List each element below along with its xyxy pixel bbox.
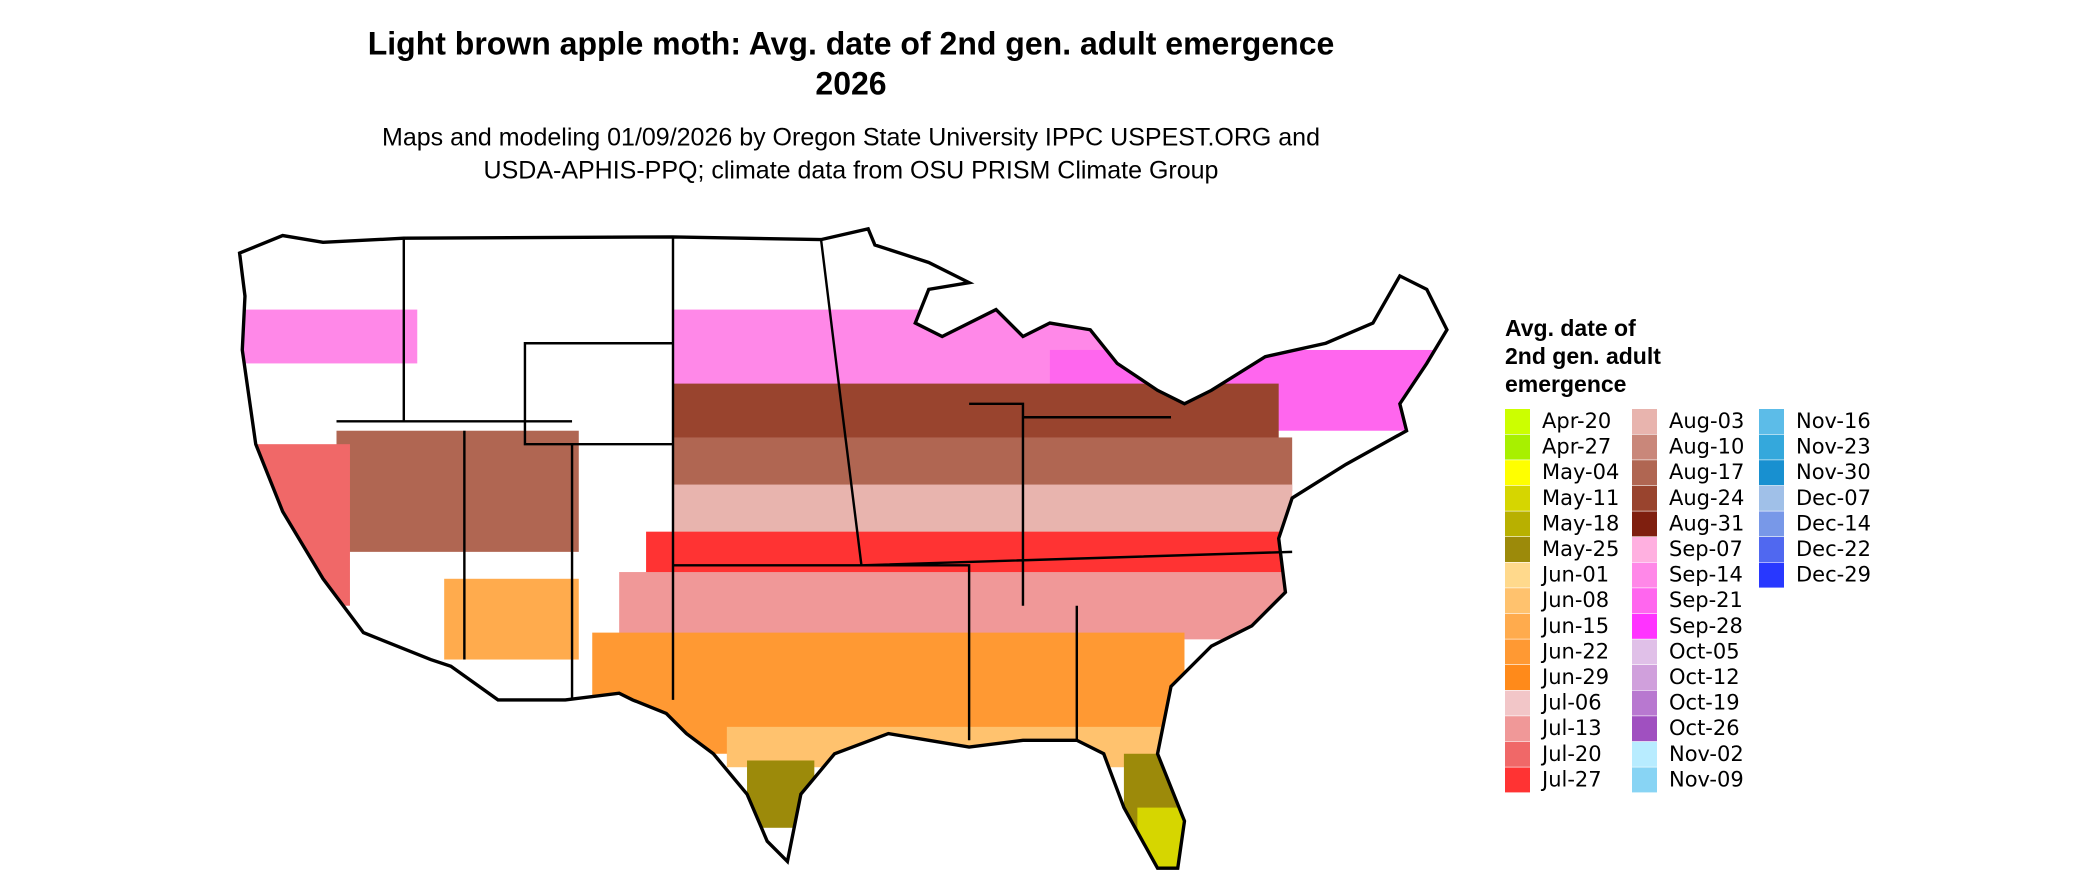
legend-swatch bbox=[1505, 639, 1530, 665]
legend-label: Aug-17 bbox=[1669, 460, 1744, 484]
subtitle: USDA-APHIS-PPQ; climate data from OSU PR… bbox=[484, 157, 1219, 185]
legend-swatch bbox=[1632, 613, 1657, 639]
legend-label: May-18 bbox=[1542, 511, 1619, 535]
legend-label: Oct-05 bbox=[1669, 639, 1740, 663]
legend-label: Aug-10 bbox=[1669, 435, 1744, 459]
legend-label: Jul-06 bbox=[1540, 691, 1602, 715]
legend-label: Oct-12 bbox=[1669, 665, 1740, 689]
legend-label: Aug-03 bbox=[1669, 409, 1744, 433]
legend-title: Avg. date of bbox=[1505, 315, 1636, 341]
state-borders bbox=[336, 236, 1293, 741]
legend-swatch bbox=[1505, 741, 1530, 767]
legend-title: 2nd gen. adult bbox=[1505, 343, 1661, 369]
legend-label: Nov-16 bbox=[1796, 409, 1871, 433]
legend-label: Aug-24 bbox=[1669, 486, 1744, 510]
legend-swatch bbox=[1505, 613, 1530, 639]
legend-label: Nov-30 bbox=[1796, 460, 1871, 484]
legend-title: emergence bbox=[1505, 371, 1626, 397]
legend-swatch bbox=[1505, 665, 1530, 690]
legend-swatch bbox=[1505, 537, 1530, 562]
legend-label: Dec-29 bbox=[1796, 563, 1871, 587]
legend-label: Apr-27 bbox=[1542, 435, 1611, 459]
legend-label: Jun-22 bbox=[1540, 639, 1609, 663]
legend-swatch bbox=[1759, 434, 1784, 460]
legend-swatch bbox=[1632, 588, 1657, 614]
legend-label: May-04 bbox=[1542, 460, 1619, 484]
legend-label: Sep-28 bbox=[1669, 614, 1743, 638]
subtitle: Maps and modeling 01/09/2026 by Oregon S… bbox=[382, 124, 1320, 152]
title: 2026 bbox=[815, 65, 886, 101]
legend-label: Sep-07 bbox=[1669, 537, 1743, 561]
legend-swatch bbox=[1505, 409, 1530, 434]
legend-label: Jul-20 bbox=[1540, 742, 1602, 766]
legend-swatch bbox=[1632, 690, 1657, 716]
legend-label: Jun-01 bbox=[1540, 563, 1609, 587]
legend-label: Oct-19 bbox=[1669, 691, 1740, 715]
legend-swatch bbox=[1632, 562, 1657, 588]
legend-swatch bbox=[1505, 562, 1530, 588]
legend-label: Nov-09 bbox=[1669, 767, 1744, 791]
legend-swatch bbox=[1505, 690, 1530, 716]
legend-label: Oct-26 bbox=[1669, 716, 1740, 740]
legend-swatch bbox=[1632, 434, 1657, 460]
legend-label: Nov-02 bbox=[1669, 742, 1744, 766]
legend-label: Dec-22 bbox=[1796, 537, 1871, 561]
legend-label: Sep-21 bbox=[1669, 588, 1743, 612]
legend-label: May-11 bbox=[1542, 486, 1619, 510]
legend-swatch bbox=[1759, 562, 1784, 588]
legend-swatch bbox=[1505, 434, 1530, 460]
legend-label: Jul-27 bbox=[1540, 767, 1602, 791]
legend-swatch bbox=[1632, 741, 1657, 767]
legend-swatch bbox=[1632, 511, 1657, 537]
map-fill bbox=[239, 228, 1447, 869]
map bbox=[237, 227, 1449, 870]
legend-swatch bbox=[1759, 460, 1784, 486]
legend-label: Dec-07 bbox=[1796, 486, 1871, 510]
legend-label: Apr-20 bbox=[1542, 409, 1611, 433]
legend-swatch bbox=[1505, 588, 1530, 614]
legend-swatch bbox=[1505, 485, 1530, 511]
legend-swatch bbox=[1505, 511, 1530, 537]
legend-swatch bbox=[1632, 485, 1657, 511]
legend-swatch bbox=[1632, 767, 1657, 793]
legend-swatch bbox=[1505, 460, 1530, 486]
legend-swatch bbox=[1632, 460, 1657, 486]
legend-label: Jul-13 bbox=[1540, 716, 1602, 740]
legend-swatch bbox=[1759, 409, 1784, 434]
legend-swatch bbox=[1759, 537, 1784, 562]
legend-swatch bbox=[1505, 767, 1530, 793]
legend-swatch bbox=[1632, 716, 1657, 742]
legend-swatch bbox=[1632, 537, 1657, 562]
legend-label: Aug-31 bbox=[1669, 511, 1744, 535]
legend-swatch bbox=[1632, 409, 1657, 434]
legend-label: Sep-14 bbox=[1669, 563, 1743, 587]
legend-label: May-25 bbox=[1542, 537, 1619, 561]
legend-swatch bbox=[1505, 716, 1530, 742]
legend-label: Jun-15 bbox=[1540, 614, 1609, 638]
legend-label: Dec-14 bbox=[1796, 511, 1871, 535]
legend-swatch bbox=[1632, 639, 1657, 665]
legend-label: Jun-29 bbox=[1540, 665, 1609, 689]
legend-swatch bbox=[1759, 485, 1784, 511]
legend-label: Jun-08 bbox=[1540, 588, 1609, 612]
legend-swatch bbox=[1759, 511, 1784, 537]
legend-label: Nov-23 bbox=[1796, 435, 1871, 459]
title: Light brown apple moth: Avg. date of 2nd… bbox=[368, 25, 1335, 61]
legend-swatch bbox=[1632, 665, 1657, 690]
